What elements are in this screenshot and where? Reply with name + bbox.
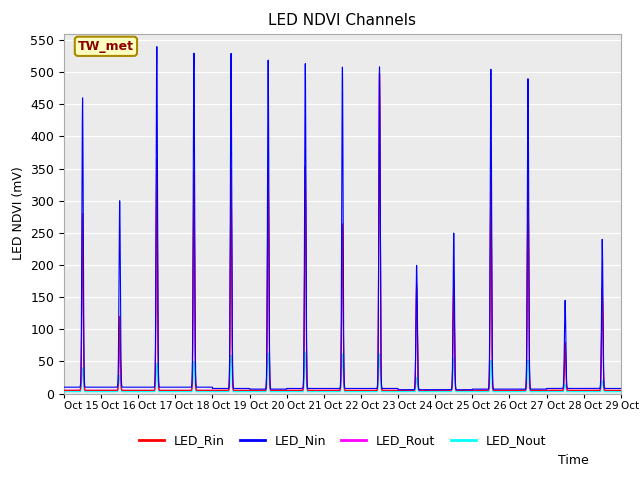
- Y-axis label: LED NDVI (mV): LED NDVI (mV): [12, 167, 25, 261]
- Legend: LED_Rin, LED_Nin, LED_Rout, LED_Nout: LED_Rin, LED_Nin, LED_Rout, LED_Nout: [134, 429, 551, 452]
- Text: Time: Time: [558, 454, 589, 467]
- Title: LED NDVI Channels: LED NDVI Channels: [268, 13, 417, 28]
- Text: TW_met: TW_met: [78, 40, 134, 53]
